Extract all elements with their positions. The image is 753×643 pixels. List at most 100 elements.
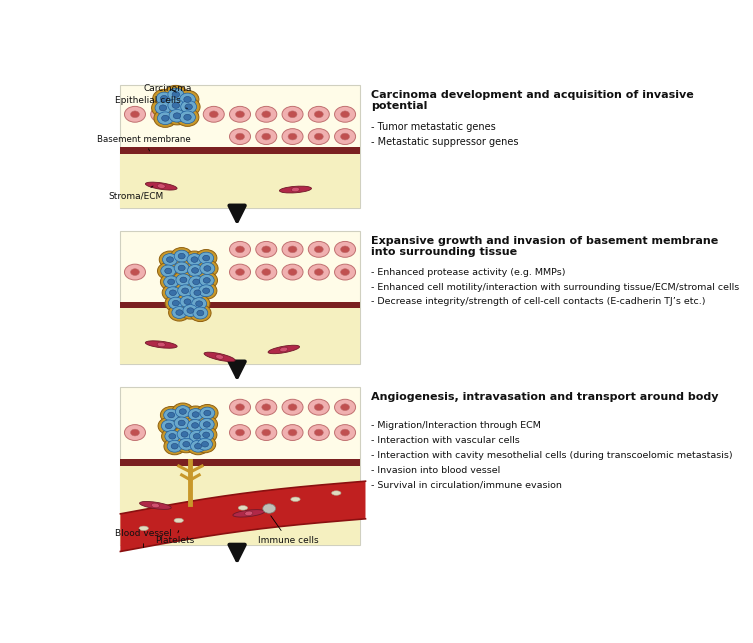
- Ellipse shape: [191, 267, 199, 273]
- Ellipse shape: [156, 92, 172, 105]
- Ellipse shape: [340, 246, 349, 253]
- Ellipse shape: [166, 287, 181, 298]
- Ellipse shape: [164, 438, 185, 455]
- Ellipse shape: [196, 416, 218, 433]
- Ellipse shape: [184, 417, 206, 434]
- Ellipse shape: [165, 430, 180, 442]
- Ellipse shape: [202, 442, 209, 447]
- Ellipse shape: [169, 297, 183, 309]
- Ellipse shape: [199, 285, 214, 296]
- Ellipse shape: [230, 129, 251, 145]
- Ellipse shape: [200, 262, 215, 275]
- Ellipse shape: [171, 444, 178, 449]
- Ellipse shape: [186, 428, 208, 445]
- Text: - Migration/Interaction through ECM: - Migration/Interaction through ECM: [371, 421, 541, 430]
- Ellipse shape: [130, 429, 139, 436]
- Bar: [120, 466, 360, 545]
- Ellipse shape: [181, 288, 189, 294]
- Ellipse shape: [236, 404, 245, 411]
- Ellipse shape: [168, 412, 175, 418]
- Ellipse shape: [197, 404, 218, 422]
- Ellipse shape: [157, 184, 166, 188]
- Ellipse shape: [203, 255, 209, 261]
- Ellipse shape: [168, 279, 175, 285]
- Ellipse shape: [160, 95, 168, 102]
- Ellipse shape: [124, 264, 145, 280]
- Ellipse shape: [308, 399, 329, 415]
- Ellipse shape: [172, 271, 194, 289]
- Ellipse shape: [163, 253, 178, 266]
- Ellipse shape: [176, 274, 191, 285]
- Ellipse shape: [177, 293, 198, 310]
- Ellipse shape: [262, 246, 271, 253]
- Ellipse shape: [165, 268, 172, 274]
- Ellipse shape: [194, 444, 202, 449]
- Ellipse shape: [168, 88, 184, 101]
- Text: - Survival in circulation/immune evasion: - Survival in circulation/immune evasion: [371, 481, 562, 490]
- Ellipse shape: [268, 345, 300, 354]
- Ellipse shape: [175, 282, 196, 299]
- Ellipse shape: [256, 129, 277, 145]
- Ellipse shape: [204, 410, 211, 416]
- Ellipse shape: [158, 417, 179, 435]
- Bar: [120, 386, 360, 545]
- Ellipse shape: [314, 404, 323, 411]
- Ellipse shape: [262, 404, 271, 411]
- Ellipse shape: [197, 260, 218, 277]
- Ellipse shape: [256, 264, 277, 280]
- Ellipse shape: [314, 246, 323, 253]
- Ellipse shape: [282, 129, 303, 145]
- Ellipse shape: [180, 302, 201, 319]
- Ellipse shape: [282, 264, 303, 280]
- Ellipse shape: [340, 269, 349, 275]
- Ellipse shape: [181, 100, 197, 113]
- Ellipse shape: [200, 407, 215, 419]
- Ellipse shape: [203, 432, 209, 438]
- Ellipse shape: [174, 417, 189, 429]
- Ellipse shape: [193, 279, 200, 285]
- Ellipse shape: [193, 307, 208, 319]
- Ellipse shape: [308, 241, 329, 257]
- Ellipse shape: [179, 409, 186, 414]
- Ellipse shape: [308, 424, 329, 440]
- Ellipse shape: [194, 433, 200, 439]
- Ellipse shape: [314, 429, 323, 436]
- Ellipse shape: [288, 133, 297, 140]
- Ellipse shape: [174, 250, 189, 262]
- Ellipse shape: [139, 502, 171, 509]
- Bar: [120, 308, 360, 365]
- Ellipse shape: [169, 304, 190, 321]
- Ellipse shape: [288, 269, 297, 275]
- Ellipse shape: [192, 412, 199, 417]
- Ellipse shape: [196, 249, 217, 267]
- Text: Carcinoma development and acquisition of invasive
potential: Carcinoma development and acquisition of…: [371, 89, 694, 111]
- Ellipse shape: [187, 264, 203, 276]
- Ellipse shape: [175, 436, 197, 453]
- Ellipse shape: [157, 262, 179, 280]
- Ellipse shape: [157, 342, 166, 347]
- Ellipse shape: [151, 503, 160, 508]
- Ellipse shape: [162, 284, 184, 302]
- Ellipse shape: [191, 440, 206, 452]
- Ellipse shape: [314, 133, 323, 140]
- Ellipse shape: [179, 439, 194, 450]
- Ellipse shape: [204, 266, 211, 271]
- Ellipse shape: [282, 241, 303, 257]
- Text: Carcinoma: Carcinoma: [144, 84, 192, 93]
- Ellipse shape: [161, 265, 175, 277]
- Text: - Metastatic suppressor genes: - Metastatic suppressor genes: [371, 136, 519, 147]
- Ellipse shape: [157, 111, 166, 118]
- Bar: [120, 231, 360, 365]
- Ellipse shape: [196, 426, 217, 444]
- Ellipse shape: [308, 264, 329, 280]
- Ellipse shape: [177, 428, 192, 440]
- Ellipse shape: [203, 422, 210, 427]
- Ellipse shape: [155, 102, 171, 114]
- Ellipse shape: [203, 106, 224, 122]
- Ellipse shape: [183, 305, 198, 316]
- Ellipse shape: [187, 253, 202, 266]
- Ellipse shape: [334, 399, 355, 415]
- Ellipse shape: [194, 290, 201, 296]
- Ellipse shape: [162, 115, 169, 122]
- Ellipse shape: [189, 276, 204, 288]
